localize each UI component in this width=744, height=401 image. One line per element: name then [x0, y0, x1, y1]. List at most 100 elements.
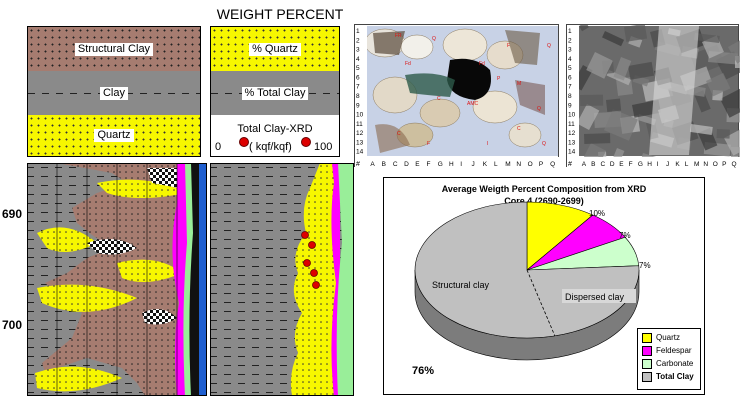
- page-title: WEIGHT PERCENT: [216, 6, 344, 22]
- xrd-point: [303, 259, 311, 267]
- annotation-label: Q: [547, 43, 551, 49]
- legend-pct-quartz-swatch: % Quartz: [211, 27, 339, 71]
- lithology-legend: Structural Clay Clay Quartz: [27, 26, 201, 157]
- grid-row-label: 6: [568, 74, 572, 81]
- grid-col-label: C: [393, 161, 398, 168]
- xrd-point: [310, 269, 318, 277]
- grid-row-label: 1: [568, 28, 572, 35]
- feldspar-curve: [172, 163, 187, 396]
- grid-row-label: 14: [568, 149, 576, 156]
- percent-track-svg: [210, 163, 354, 396]
- legend-item-carbonate: Carbonate: [642, 357, 700, 370]
- water-column: [199, 163, 207, 396]
- legend-item-feldespar: Feldespar: [642, 344, 700, 357]
- legend-label: Feldespar: [656, 346, 692, 355]
- legend-pct-quartz-label: % Quartz: [249, 42, 301, 56]
- lithology-track: [27, 163, 207, 396]
- grid-row-label: 11: [568, 121, 575, 128]
- grid-row-label: 11: [356, 121, 363, 128]
- grid-col-label: H: [647, 161, 652, 168]
- legend-quartz-swatch: Quartz: [28, 115, 200, 156]
- grid-row-label: 2: [568, 37, 572, 44]
- legend-scale-max: 100: [314, 141, 333, 153]
- annotation-label: AMC: [467, 101, 479, 107]
- pie-data-label: 7%: [619, 231, 631, 240]
- legend-item-total-clay: Total Clay: [642, 370, 700, 383]
- grid-row-label: 10: [568, 112, 576, 119]
- legend-total-clay-xrd-label: Total Clay-XRD: [237, 123, 313, 135]
- grid-row-label: 8: [356, 93, 360, 100]
- annotation-label: P: [497, 76, 501, 82]
- legend-clay-swatch: Clay: [28, 71, 200, 115]
- dark-edge-curve: [189, 163, 199, 396]
- grid-row-label: 1: [356, 28, 360, 35]
- grid-col-label: I: [460, 161, 462, 168]
- checker-fill: [87, 168, 179, 325]
- grid-row-label: 3: [356, 47, 360, 54]
- grid-col-label: G: [438, 161, 443, 168]
- pct-carbonate-fill: [336, 163, 354, 396]
- annotation-label: F: [427, 141, 430, 147]
- grid-row-label: 13: [356, 139, 364, 146]
- xrd-point: [301, 231, 309, 239]
- annotation-label: C: [397, 131, 401, 137]
- pie-data-label: 10%: [589, 209, 605, 218]
- grid-col-label: P: [722, 161, 726, 168]
- pie-data-label: 76%: [412, 365, 434, 377]
- legend-scale-min: 0: [215, 141, 222, 153]
- depth-label-700: 700: [2, 318, 23, 332]
- legend-item-quartz: Quartz: [642, 331, 700, 344]
- grid-row-label: 13: [568, 139, 576, 146]
- grid-col-label: B: [382, 161, 386, 168]
- annotation-label: I: [487, 141, 488, 147]
- annotation-label: Q: [432, 36, 436, 42]
- grid-col-label: Q: [731, 161, 736, 168]
- grid-row-label: 10: [356, 112, 364, 119]
- xrd-point: [308, 241, 316, 249]
- grid-row-label: 5: [356, 65, 360, 72]
- grid-col-label: D: [610, 161, 615, 168]
- legend-swatch: [642, 332, 652, 343]
- pie-data-label: 7%: [639, 261, 651, 270]
- grid-row-label: 5: [568, 65, 572, 72]
- legend-units: ( kqf/kqf): [249, 141, 292, 153]
- grid-row-label: 9: [356, 102, 360, 109]
- grid-col-label: E: [415, 161, 420, 168]
- legend-quartz-label: Quartz: [94, 129, 134, 142]
- legend-label: Carbonate: [656, 359, 694, 368]
- annotation-label: Fd: [405, 61, 411, 67]
- grid-col-label: G: [638, 161, 643, 168]
- pie-annotation-dispersed-clay: Dispersed clay: [565, 292, 625, 302]
- grid-col-label: C: [601, 161, 606, 168]
- pie-svg: 10% 7% 7% 76% Structural clay Dispersed clay: [412, 201, 651, 377]
- legend-pct-total-clay-label: % Total Clay: [241, 86, 309, 100]
- grid-row-label: 9: [568, 102, 572, 109]
- pie-slice-total-clay: [414, 201, 640, 339]
- annotation-label: FR: [395, 33, 402, 39]
- grid-row-label: 3: [568, 47, 572, 54]
- annotation-label: Q: [537, 106, 541, 112]
- grid-col-label: P: [539, 161, 543, 168]
- grid-col-label: H: [449, 161, 454, 168]
- legend-structural-clay-label: Structural Clay: [74, 42, 154, 56]
- grid-col-label: F: [629, 161, 633, 168]
- grid-col-label: N: [703, 161, 708, 168]
- grid-row-label: 12: [356, 130, 364, 137]
- annotation-label: C: [437, 96, 441, 102]
- dispersed-clay-divider: [526, 269, 556, 337]
- grid-col-label: Q: [550, 161, 555, 168]
- grid-row-label: 7: [356, 84, 360, 91]
- pie-legend: Quartz Feldespar Carbonate Total Clay: [637, 328, 701, 390]
- grid-col-label: F: [427, 161, 431, 168]
- grid-col-label: E: [619, 161, 624, 168]
- grid-col-label: A: [370, 161, 375, 168]
- pct-quartz-fill: [290, 163, 338, 396]
- legend-swatch: [642, 345, 652, 356]
- legend-xrd-point-icon: [301, 137, 311, 147]
- grid-col-label: L: [685, 161, 689, 168]
- legend-structural-clay-swatch: Structural Clay: [28, 27, 200, 71]
- legend-swatch: [642, 371, 652, 382]
- percent-track: [210, 163, 354, 396]
